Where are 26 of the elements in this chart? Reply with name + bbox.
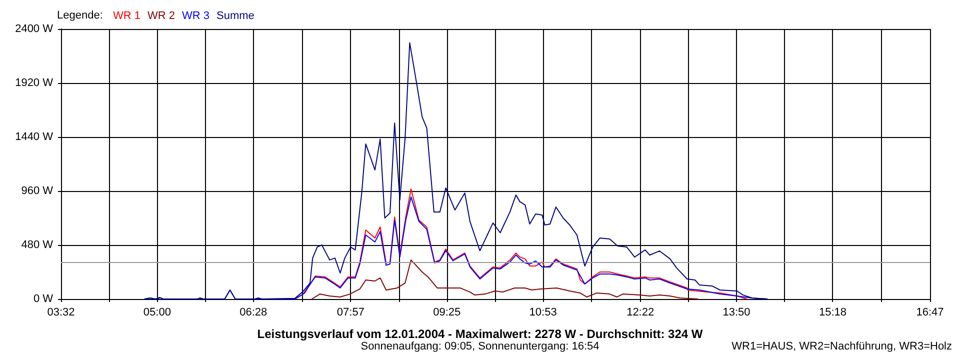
y-tick-label: 960 W bbox=[21, 185, 54, 197]
y-tick-label: 0 W bbox=[33, 293, 54, 305]
x-tick-label: 03:32 bbox=[47, 306, 75, 318]
line-series bbox=[311, 259, 698, 300]
x-tick-label: 05:00 bbox=[143, 306, 171, 318]
y-tick-label: 1920 W bbox=[15, 77, 54, 89]
text: Summe bbox=[216, 10, 254, 22]
x-tick-label: 13:50 bbox=[722, 306, 750, 318]
text: WR 1 bbox=[113, 10, 140, 22]
line-series bbox=[144, 42, 768, 300]
legend-title: Legende: bbox=[57, 10, 103, 22]
x-tick-label: 07:57 bbox=[336, 306, 364, 318]
x-tick-label: 09:25 bbox=[433, 306, 461, 318]
x-tick-label: 16:47 bbox=[916, 306, 944, 318]
y-tick-label: 1440 W bbox=[15, 131, 54, 143]
text: Sonnenaufgang: 09:05, Sonnenuntergang: 16:54 bbox=[360, 340, 600, 352]
y-tick-label: 480 W bbox=[21, 239, 54, 251]
text: WR1=HAUS, WR2=Nachführung, WR3=Holz bbox=[732, 340, 952, 352]
text: WR 2 bbox=[148, 10, 175, 22]
x-tick-label: 15:18 bbox=[818, 306, 846, 318]
y-tick-label: 2400 W bbox=[15, 23, 54, 35]
x-tick-label: 12:22 bbox=[626, 306, 654, 318]
x-tick-label: 10:53 bbox=[529, 306, 557, 318]
text: WR 3 bbox=[182, 10, 210, 22]
text: Leistungsverlauf vom 12.01.2004 - Maximalwert: 2278 W - Durchschnitt: 324 W bbox=[257, 327, 704, 341]
x-tick-label: 06:28 bbox=[240, 306, 268, 318]
